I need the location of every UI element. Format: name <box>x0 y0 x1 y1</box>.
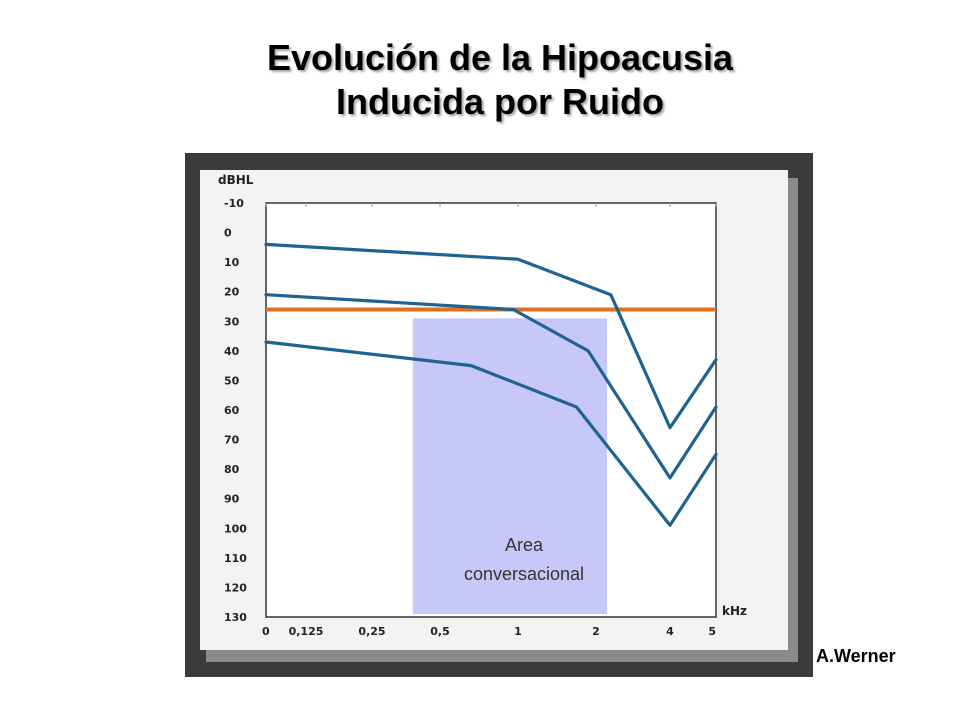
y-tick-label: 50 <box>224 374 240 387</box>
x-axis-label: kHz <box>722 604 747 618</box>
title-line-2: Inducida por Ruido <box>336 81 664 122</box>
y-tick-label: 110 <box>224 552 247 565</box>
slide-title: Evolución de la Hipoacusia Inducida por … <box>0 36 960 124</box>
x-tick-label: 4 <box>666 625 674 638</box>
y-tick-labels: -10 0 10 20 30 40 50 60 70 80 90 100 110 120 130 <box>224 197 247 624</box>
x-tick-label: 5 <box>708 625 716 638</box>
title-line-1: Evolución de la Hipoacusia <box>266 37 734 78</box>
y-tick-label: 80 <box>224 463 240 476</box>
grid <box>265 203 717 207</box>
y-tick-label: 30 <box>224 315 240 328</box>
y-tick-label: 60 <box>224 404 240 417</box>
x-tick-labels: 0 0,125 0,25 0,5 1 2 4 5 <box>262 625 716 638</box>
y-tick-label: 0 <box>224 227 232 240</box>
y-tick-label: 70 <box>224 434 240 447</box>
area-label-line-2: conversacional <box>464 564 584 584</box>
y-tick-label: 10 <box>224 256 240 269</box>
x-tick-label: 0,5 <box>430 625 450 638</box>
y-tick-label: 90 <box>224 493 240 506</box>
series-group <box>264 242 718 527</box>
x-tick-label: 1 <box>514 625 522 638</box>
series-line-2 <box>264 293 718 480</box>
y-axis-label: dBHL <box>218 173 254 187</box>
x-tick-label: 0,125 <box>289 625 324 638</box>
series-line-1 <box>264 242 718 430</box>
x-tick-label: 2 <box>592 625 600 638</box>
area-label-line-1: Area <box>505 535 544 555</box>
y-tick-label: 120 <box>224 581 247 594</box>
y-tick-label: 20 <box>224 286 240 299</box>
series-line-3 <box>264 340 718 527</box>
y-tick-label: -10 <box>224 197 244 210</box>
author-credit: A.Werner <box>816 646 896 666</box>
x-tick-label: 0,25 <box>358 625 385 638</box>
conversational-area <box>412 318 608 615</box>
y-tick-label: 100 <box>224 522 247 535</box>
y-tick-label: 130 <box>224 611 247 624</box>
x-tick-label: 0 <box>262 625 270 638</box>
y-tick-label: 40 <box>224 345 240 358</box>
